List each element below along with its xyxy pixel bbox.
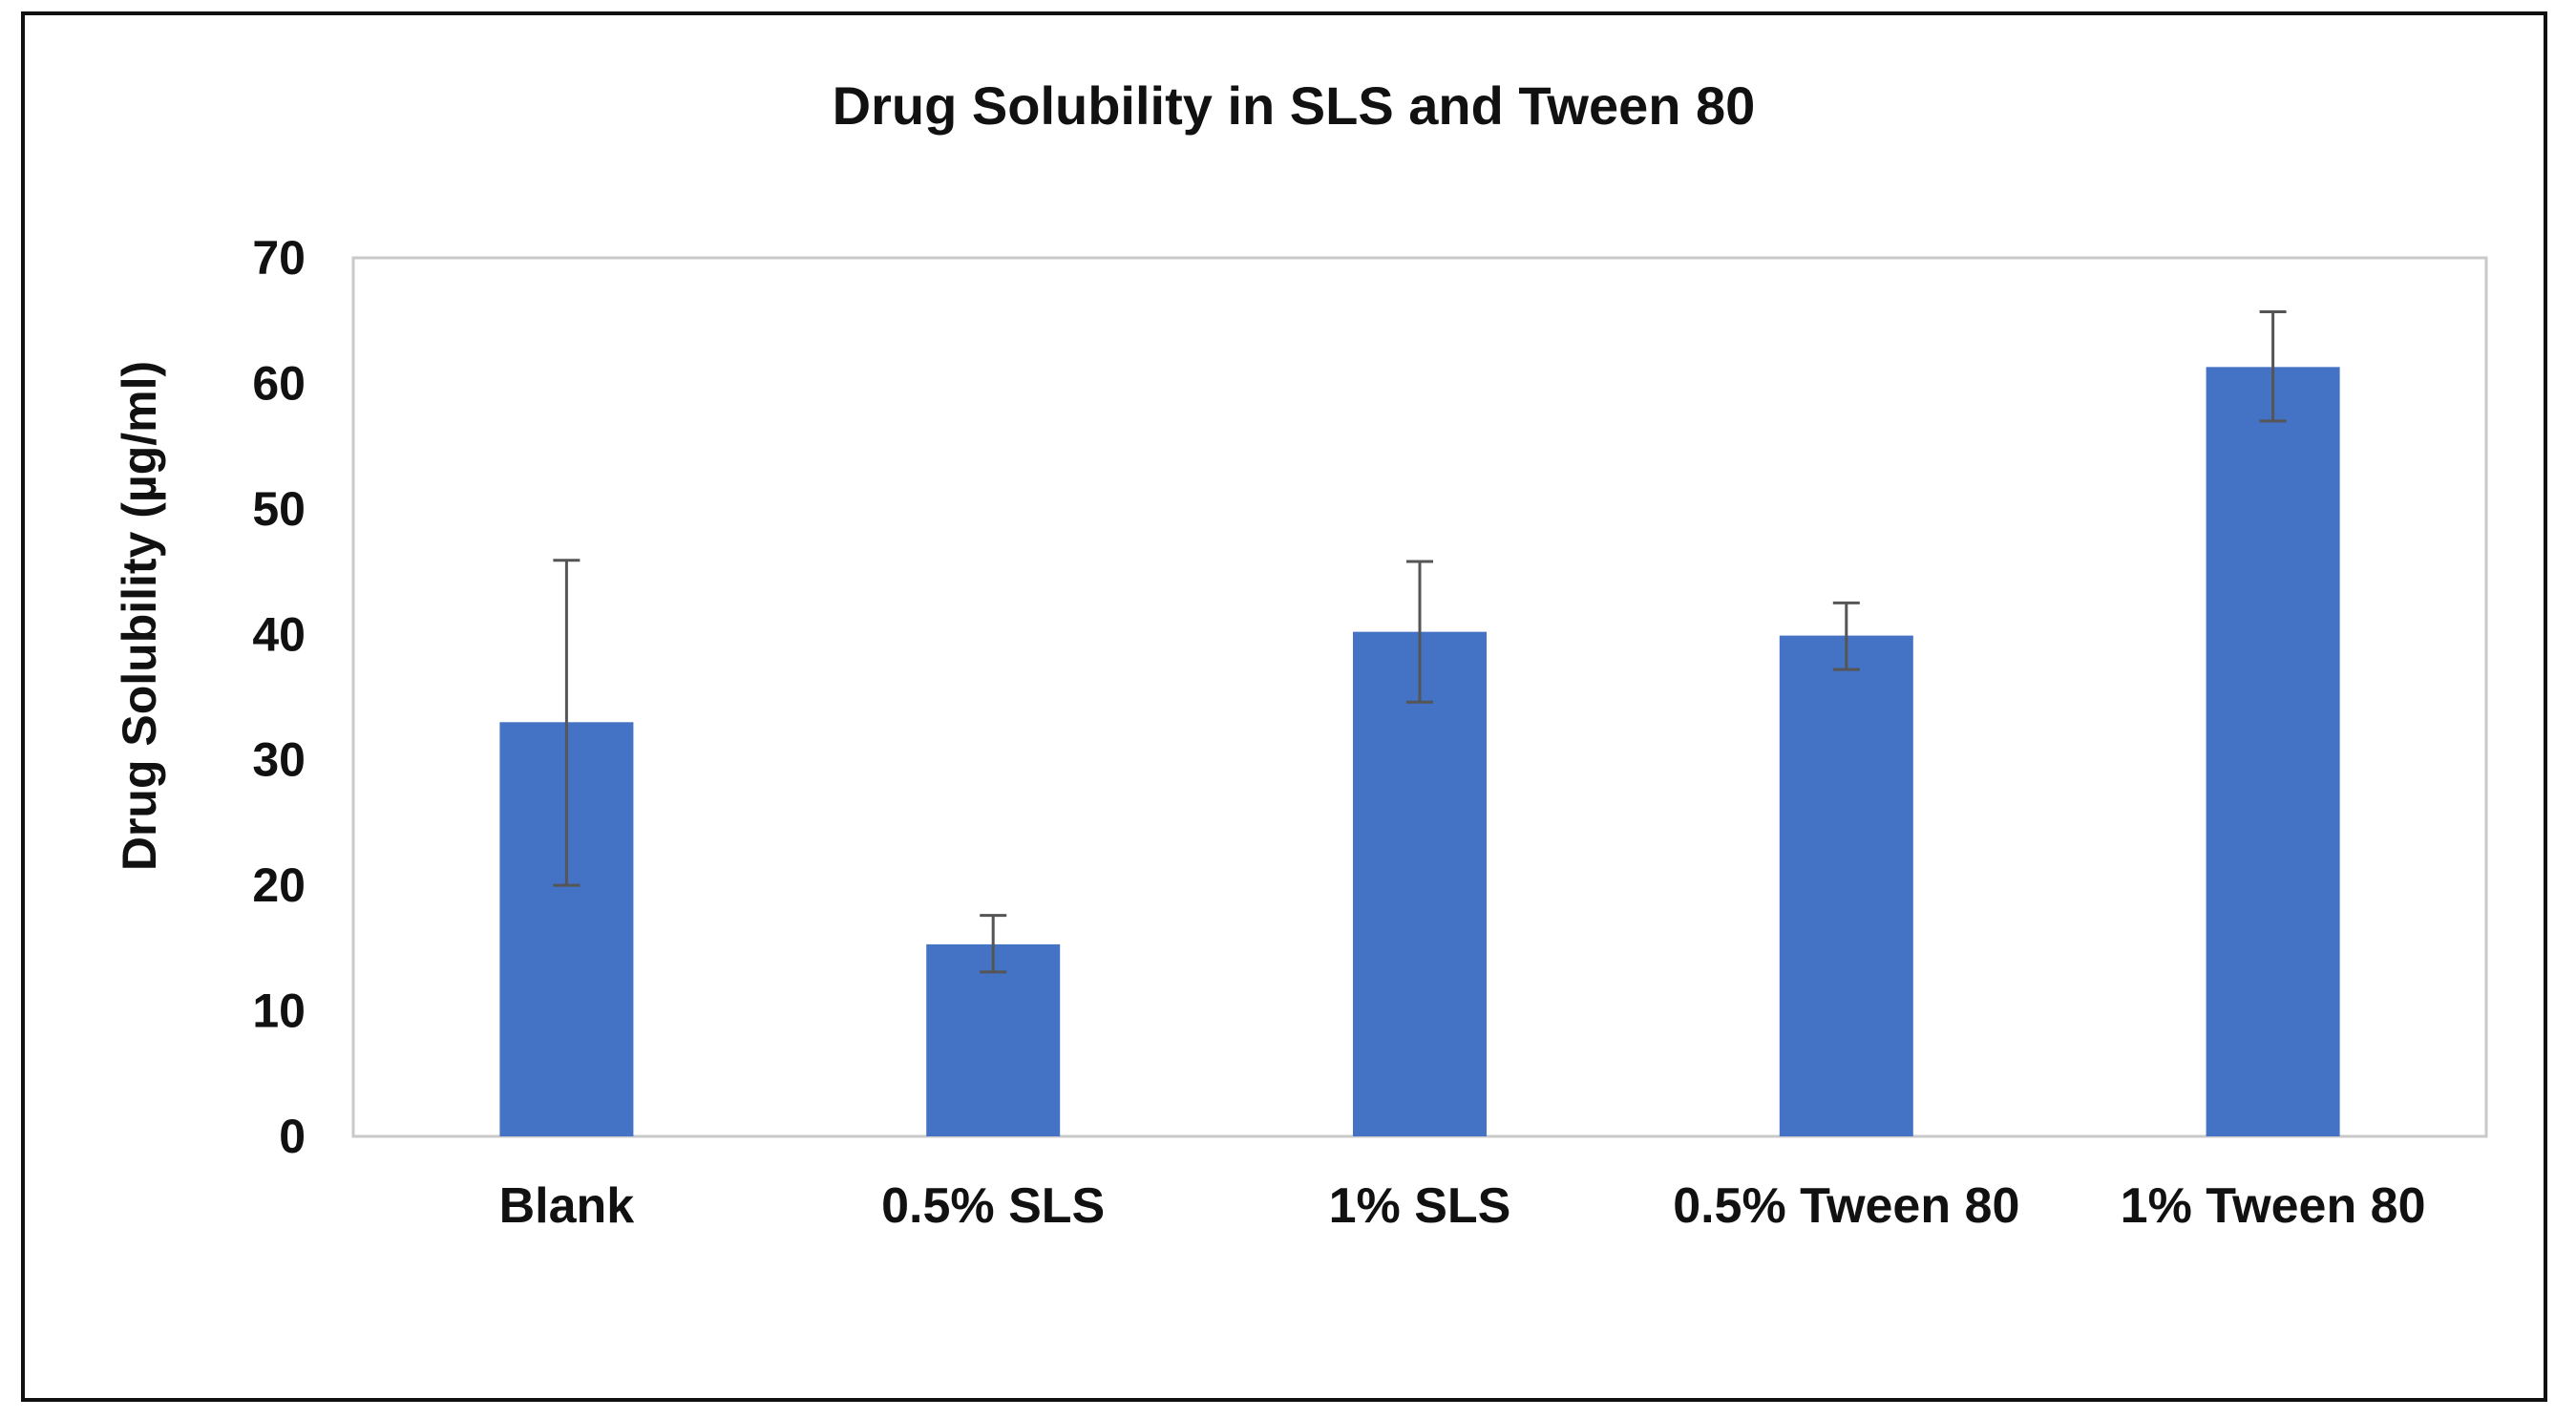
error-bar: [553, 559, 581, 887]
y-tick-label: 30: [252, 733, 306, 787]
y-tick-label: 0: [279, 1110, 306, 1163]
y-tick-label: 40: [252, 607, 306, 661]
y-tick-label: 10: [252, 985, 306, 1038]
chart-title: Drug Solubility in SLS and Tween 80: [833, 75, 1756, 136]
x-axis-labels: Blank 0.5% SLS 1% SLS 0.5% Tween 80 1% Tween…: [499, 1178, 2426, 1234]
y-axis-label: Drug Solubility (µg/ml): [113, 361, 166, 871]
x-tick-label: 1% Tween 80: [2121, 1178, 2426, 1234]
error-bar: [2259, 310, 2287, 423]
error-bar: [980, 914, 1007, 974]
y-tick-label: 60: [252, 356, 306, 410]
error-bar: [1832, 601, 1860, 671]
bar: [1353, 631, 1487, 1136]
y-axis-ticks: 0 10 20 30 40 50 60 70: [252, 231, 306, 1163]
bar: [1779, 635, 1913, 1136]
y-tick-label: 20: [252, 858, 306, 912]
chart-frame: [21, 11, 2547, 1402]
bar: [2206, 367, 2340, 1136]
y-tick-label: 70: [252, 231, 306, 285]
x-tick-label: 0.5% SLS: [881, 1178, 1105, 1234]
error-bar-series: [553, 310, 2287, 974]
error-bar: [1406, 560, 1433, 704]
bar-series: [499, 367, 2340, 1136]
x-tick-label: 1% SLS: [1329, 1178, 1511, 1234]
x-tick-label: Blank: [499, 1178, 635, 1234]
x-tick-label: 0.5% Tween 80: [1673, 1178, 2019, 1234]
bar: [926, 943, 1061, 1136]
y-tick-label: 50: [252, 482, 306, 536]
